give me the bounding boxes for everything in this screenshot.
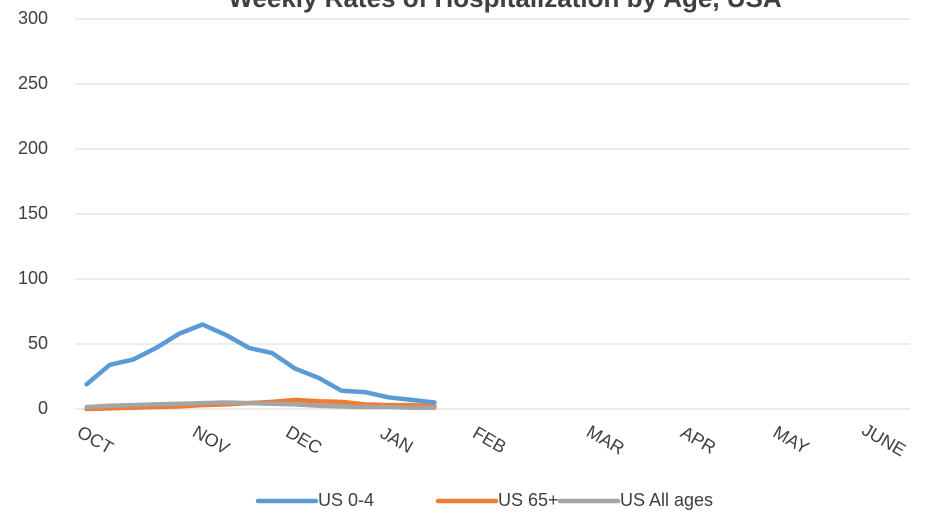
x-tick-label: MAR	[583, 421, 628, 458]
legend-label: US All ages	[620, 490, 713, 510]
legend-label: US 0-4	[318, 490, 374, 510]
x-tick-label: APR	[677, 422, 719, 458]
y-tick-label: 100	[18, 268, 48, 288]
y-tick-label: 0	[38, 398, 48, 418]
y-tick-label: 50	[28, 333, 48, 353]
y-tick-label: 150	[18, 203, 48, 223]
x-tick-label: NOV	[189, 422, 233, 459]
series-line	[84, 322, 437, 405]
y-tick-label: 300	[18, 8, 48, 28]
x-tick-label: MAY	[770, 422, 813, 458]
x-tick-label: JAN	[377, 423, 416, 457]
y-tick-label: 250	[18, 73, 48, 93]
x-tick-label: JUNE	[858, 420, 909, 461]
legend-label: US 65+	[498, 490, 559, 510]
series-line	[84, 400, 437, 410]
chart-title: Weekly Rates of Hospitalization by Age, …	[228, 0, 782, 13]
x-tick-label: DEC	[283, 422, 326, 458]
x-tick-label: FEB	[469, 423, 509, 458]
x-tick-label: OCT	[74, 422, 117, 458]
y-tick-label: 200	[18, 138, 48, 158]
